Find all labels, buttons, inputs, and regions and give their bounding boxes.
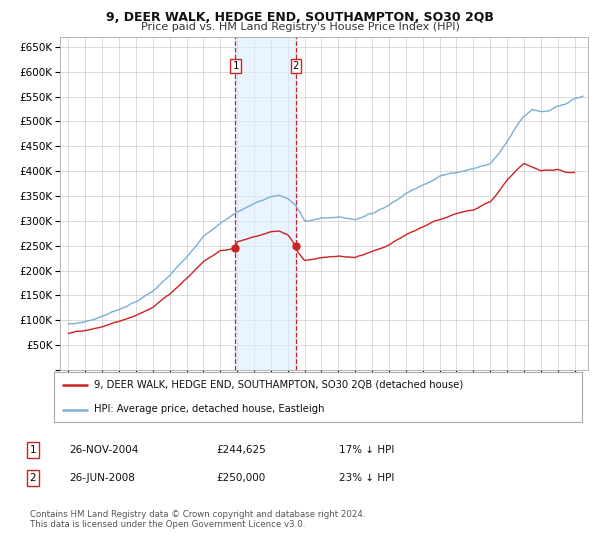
Text: 17% ↓ HPI: 17% ↓ HPI <box>339 445 394 455</box>
Text: 26-NOV-2004: 26-NOV-2004 <box>69 445 139 455</box>
Text: 23% ↓ HPI: 23% ↓ HPI <box>339 473 394 483</box>
Text: 26-JUN-2008: 26-JUN-2008 <box>69 473 135 483</box>
Text: £250,000: £250,000 <box>216 473 265 483</box>
Text: 2: 2 <box>293 61 299 71</box>
Text: £244,625: £244,625 <box>216 445 266 455</box>
Text: 2: 2 <box>29 473 37 483</box>
Text: 9, DEER WALK, HEDGE END, SOUTHAMPTON, SO30 2QB (detached house): 9, DEER WALK, HEDGE END, SOUTHAMPTON, SO… <box>94 380 463 390</box>
Text: Price paid vs. HM Land Registry's House Price Index (HPI): Price paid vs. HM Land Registry's House … <box>140 22 460 32</box>
Text: HPI: Average price, detached house, Eastleigh: HPI: Average price, detached house, East… <box>94 404 324 414</box>
Text: 1: 1 <box>232 61 239 71</box>
Text: 1: 1 <box>29 445 37 455</box>
Text: 9, DEER WALK, HEDGE END, SOUTHAMPTON, SO30 2QB: 9, DEER WALK, HEDGE END, SOUTHAMPTON, SO… <box>106 11 494 24</box>
Bar <box>235 37 296 370</box>
Text: Contains HM Land Registry data © Crown copyright and database right 2024.
This d: Contains HM Land Registry data © Crown c… <box>30 510 365 529</box>
